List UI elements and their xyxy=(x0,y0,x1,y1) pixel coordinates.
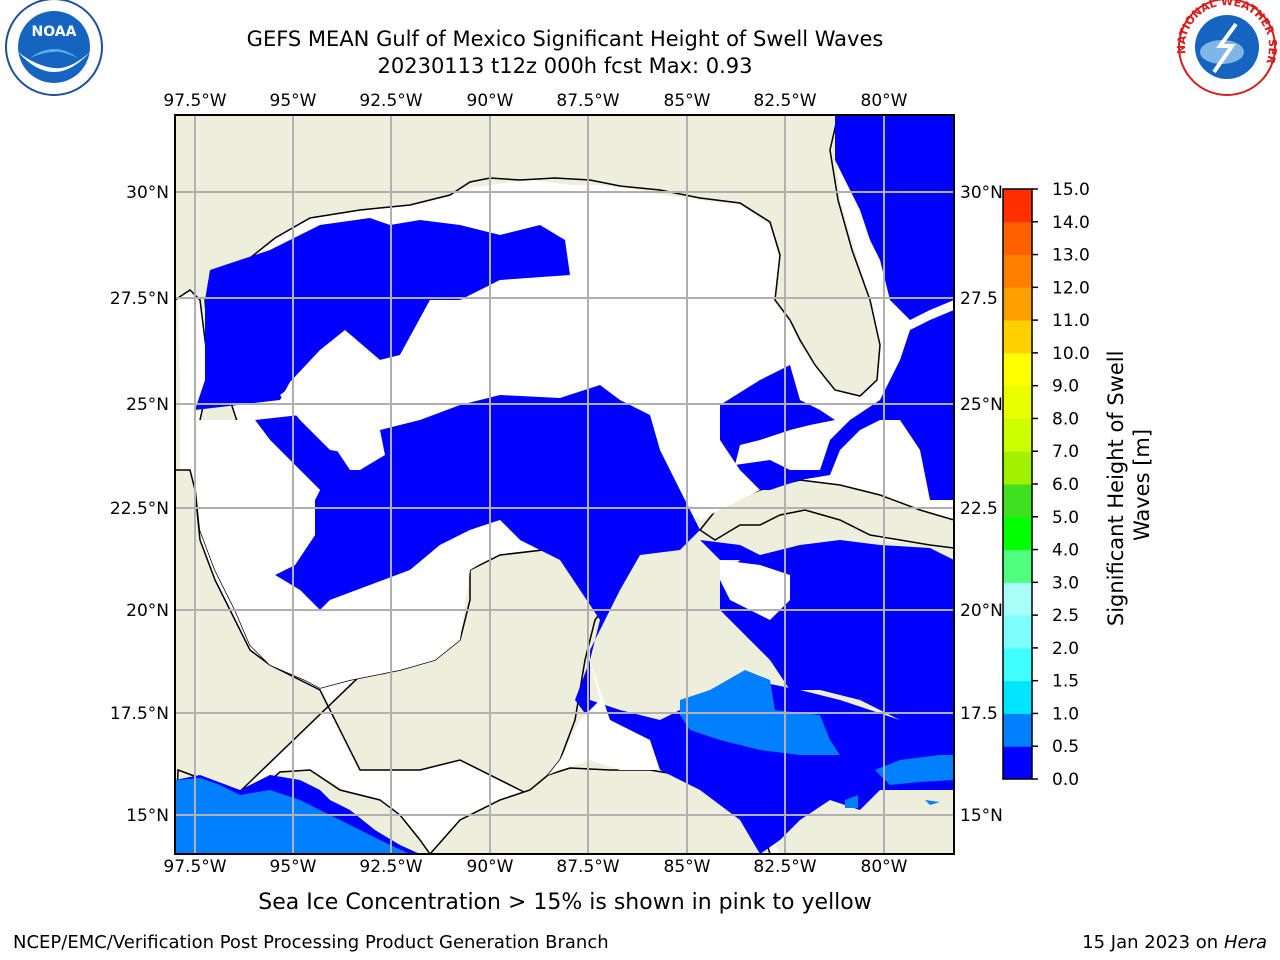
colorbar-segment xyxy=(1003,189,1032,223)
colorbar-segment xyxy=(1003,254,1032,288)
colorbar-tick-label: 1.0 xyxy=(1052,704,1079,724)
lat-tick: 25°N xyxy=(126,395,169,415)
lon-tick: 87.5°W xyxy=(556,91,619,111)
colorbar-tick-label: 10.0 xyxy=(1052,344,1090,364)
sea-ice-annotation: Sea Ice Concentration > 15% is shown in … xyxy=(0,890,1280,915)
lat-tick: 20°N xyxy=(126,601,169,621)
colorbar-tick-label: 8.0 xyxy=(1052,409,1079,429)
lon-tick: 97.5°W xyxy=(163,857,226,877)
lat-tick: 15°N xyxy=(960,806,1003,826)
colorbar-segment xyxy=(1003,746,1032,780)
lat-tick: 30°N xyxy=(960,183,1003,203)
lon-tick: 80°W xyxy=(861,91,908,111)
lon-tick: 85°W xyxy=(664,91,711,111)
lon-tick: 82.5°W xyxy=(753,857,816,877)
colorbar: 0.0 0.5 1.0 1.5 2.0 2.5 3.0 4.0 5.0 6.0 7.0 8.0 9.0 1… xyxy=(1002,180,1090,790)
colorbar-tick-label: 1.5 xyxy=(1052,672,1079,692)
map-frame xyxy=(174,114,955,855)
footer-host: Hera xyxy=(1223,932,1267,953)
colorbar-tick-label: 4.0 xyxy=(1052,541,1079,561)
nws-logo-text: NATIONAL WEATHER SERVICE xyxy=(0,0,1279,66)
lon-tick: 92.5°W xyxy=(359,857,422,877)
lon-tick: 90°W xyxy=(467,857,514,877)
chart-title: GEFS MEAN Gulf of Mexico Significant Hei… xyxy=(246,27,884,51)
lat-tick: 22.5 xyxy=(960,499,998,519)
colorbar-tick-label: 0.5 xyxy=(1052,737,1079,757)
lon-tick: 90°W xyxy=(467,91,514,111)
lon-tick: 95°W xyxy=(270,91,317,111)
lat-tick: 27.5°N xyxy=(110,289,169,309)
colorbar-tick-label: 2.5 xyxy=(1052,606,1079,626)
colorbar-label: Significant Height of Swell Waves [m] xyxy=(1104,344,1154,626)
colorbar-segment xyxy=(1003,320,1032,354)
lat-tick: 25°N xyxy=(960,395,1003,415)
noaa-logo: NOAA xyxy=(5,0,103,96)
colorbar-tick-label: 12.0 xyxy=(1052,278,1090,298)
noaa-logo-text: NOAA xyxy=(32,24,77,40)
lat-tick: 15°N xyxy=(126,806,169,826)
lat-tick: 20°N xyxy=(960,601,1003,621)
colorbar-label-line2: Waves [m] xyxy=(1130,429,1154,541)
colorbar-tick-label: 3.0 xyxy=(1052,573,1079,593)
lon-tick: 80°W xyxy=(861,857,908,877)
colorbar-segment xyxy=(1003,516,1032,551)
lon-ticks-top: 97.5°W 95°W 92.5°W 90°W 87.5°W 85°W 82.5… xyxy=(163,91,907,111)
colorbar-segment xyxy=(1003,287,1032,321)
colorbar-segment xyxy=(1003,713,1032,747)
map-gridlines xyxy=(175,115,954,854)
lon-ticks-bottom: 97.5°W 95°W 92.5°W 90°W 87.5°W 85°W 82.5… xyxy=(163,857,907,877)
colorbar-tick-label: 0.0 xyxy=(1052,770,1079,790)
colorbar-segment xyxy=(1003,221,1032,256)
lat-tick: 17.5°N xyxy=(110,704,169,724)
colorbar-segment xyxy=(1003,615,1032,649)
lon-tick: 95°W xyxy=(270,857,317,877)
lon-tick: 87.5°W xyxy=(556,857,619,877)
lat-ticks-left: 30°N 27.5°N 25°N 22.5°N 20°N 17.5°N 15°N xyxy=(110,183,169,826)
colorbar-tick-label: 15.0 xyxy=(1052,180,1090,200)
colorbar-segment xyxy=(1003,418,1032,452)
colorbar-label-line1: Significant Height of Swell xyxy=(1104,351,1128,627)
colorbar-tick-label: 6.0 xyxy=(1052,475,1079,495)
lat-tick: 22.5°N xyxy=(110,499,169,519)
colorbar-segment xyxy=(1003,680,1032,714)
colorbar-segment xyxy=(1003,385,1032,419)
lat-ticks-right: 30°N 27.5 25°N 22.5 20°N 17.5 15°N xyxy=(960,183,1003,826)
lat-tick: 17.5 xyxy=(960,704,998,724)
colorbar-tick-label: 2.0 xyxy=(1052,639,1079,659)
colorbar-tick-label: 5.0 xyxy=(1052,508,1079,528)
footer-credit: NCEP/EMC/Verification Post Processing Pr… xyxy=(13,932,609,953)
lon-tick: 85°W xyxy=(664,857,711,877)
colorbar-tick-label: 13.0 xyxy=(1052,246,1090,266)
colorbar-tick-label: 9.0 xyxy=(1052,377,1079,397)
lon-tick: 97.5°W xyxy=(163,91,226,111)
colorbar-segment xyxy=(1003,647,1032,682)
lon-tick: 82.5°W xyxy=(753,91,816,111)
footer-date: 15 Jan 2023 on Hera xyxy=(1082,932,1267,953)
map-area xyxy=(175,115,954,854)
lat-tick: 30°N xyxy=(126,183,169,203)
chart-subtitle: 20230113 t12z 000h fcst Max: 0.93 xyxy=(377,54,753,78)
colorbar-segment xyxy=(1003,484,1032,518)
colorbar-segment xyxy=(1003,582,1032,616)
colorbar-tick-label: 11.0 xyxy=(1052,311,1090,331)
colorbar-tick-label: 7.0 xyxy=(1052,442,1079,462)
footer-date-text: 15 Jan 2023 on xyxy=(1082,932,1224,953)
lon-tick: 92.5°W xyxy=(359,91,422,111)
low-swell-holes xyxy=(195,280,790,775)
colorbar-tick-label: 14.0 xyxy=(1052,213,1090,233)
lat-tick: 27.5 xyxy=(960,289,998,309)
colorbar-segment xyxy=(1003,451,1032,485)
colorbar-segment xyxy=(1003,549,1032,583)
colorbar-segment xyxy=(1003,352,1032,387)
nws-logo: NATIONAL WEATHER SERVICE xyxy=(0,0,1279,96)
sea-ice-annotation-text: Sea Ice Concentration > 15% is shown in … xyxy=(258,890,872,915)
